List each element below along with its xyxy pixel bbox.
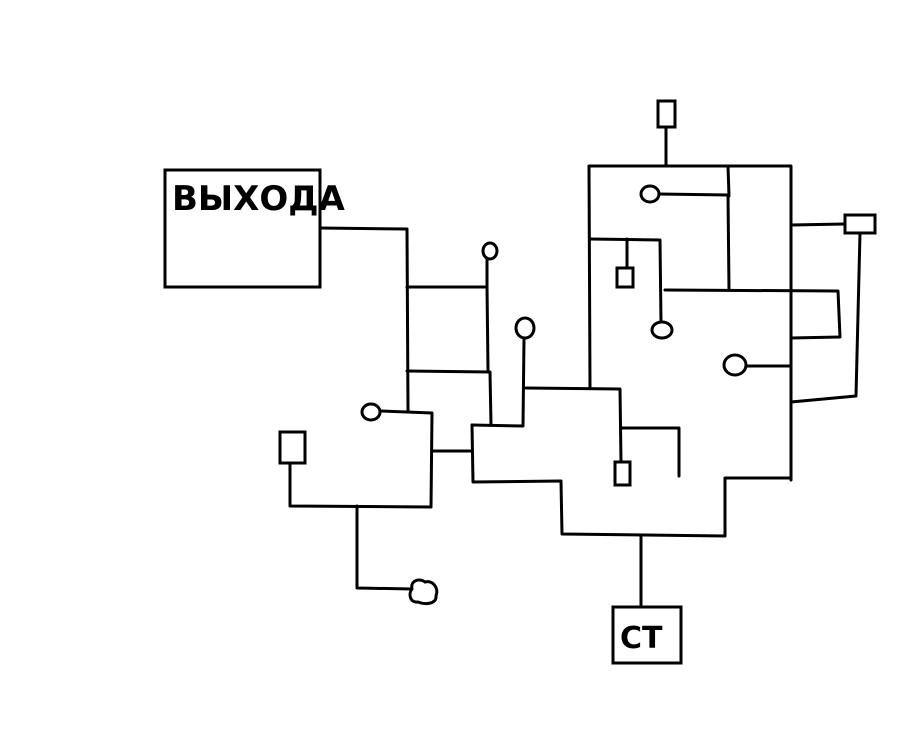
wall-left-tail [355, 504, 414, 591]
circle-marker [650, 320, 674, 340]
wall-right-link [789, 222, 847, 227]
wall-right-c [588, 237, 663, 325]
circle-marker [481, 241, 499, 261]
start-label: СТ [620, 621, 663, 656]
circle-marker [722, 353, 748, 377]
start-box-frame [611, 605, 683, 665]
wall-centre-inner [619, 426, 681, 478]
wall-right-outer [587, 164, 793, 482]
maze-walls [288, 125, 862, 609]
square-marker [843, 213, 877, 235]
square-markers [278, 99, 877, 487]
exit-label: ВЫХОДА [172, 179, 346, 219]
wall-right-a [657, 192, 731, 291]
square-marker [615, 266, 635, 289]
square-marker [278, 430, 307, 465]
wall-exit-link [318, 226, 410, 413]
circle-marker [639, 184, 661, 204]
start-box: СТ [611, 605, 683, 665]
wall-centre-bottom [470, 423, 792, 538]
wall-centre-stub [470, 337, 526, 428]
wall-right-e [663, 288, 842, 340]
exit-box-frame [163, 168, 322, 289]
wall-right-tail [789, 231, 862, 404]
wall-upper-left-c [485, 285, 490, 372]
wall-centre-top [524, 386, 623, 464]
wall-right-b [726, 164, 731, 198]
circle-markers [360, 184, 748, 422]
wall-upper-left-b [405, 369, 493, 427]
exit-box: ВЫХОДА [163, 168, 346, 289]
blob-marker [408, 578, 439, 606]
square-marker [656, 99, 677, 129]
wall-upper-left-a [405, 258, 489, 289]
circle-marker [360, 402, 382, 422]
square-marker [613, 460, 632, 487]
circle-marker [514, 316, 536, 340]
wall-left-room [288, 409, 434, 509]
